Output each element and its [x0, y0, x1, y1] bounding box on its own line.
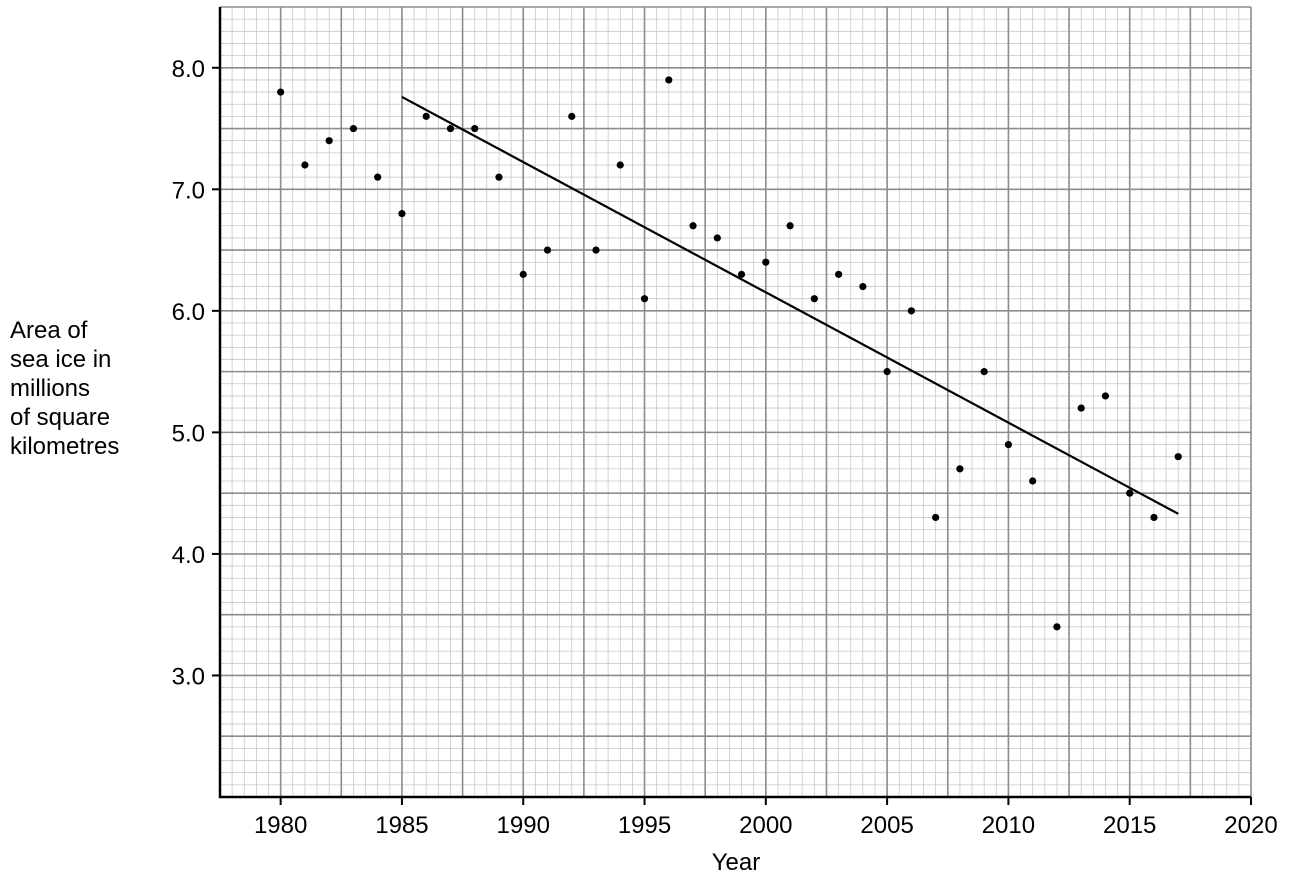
- data-points: [277, 76, 1182, 631]
- data-point: [980, 368, 988, 376]
- data-point: [471, 124, 479, 133]
- y-axis-title-line: kilometres: [10, 433, 120, 460]
- data-point: [495, 173, 503, 181]
- data-point: [1053, 623, 1061, 631]
- x-tick-label: 2010: [982, 812, 1035, 839]
- y-tick-labels: 3.0 4.0 5.0 6.0 7.0 8.0: [172, 56, 205, 691]
- x-tick-label: 2000: [739, 812, 792, 839]
- data-point: [1077, 404, 1085, 412]
- data-point: [640, 295, 649, 303]
- data-point: [277, 88, 285, 96]
- x-tick-label: 1990: [497, 812, 550, 839]
- data-point: [786, 222, 794, 230]
- data-point: [665, 76, 673, 84]
- data-point: [398, 210, 406, 218]
- x-tick-label: 2005: [860, 812, 913, 839]
- data-point: [956, 465, 964, 473]
- data-point: [349, 124, 358, 133]
- y-axis-title-line: sea ice in: [10, 346, 112, 373]
- data-point: [1174, 453, 1182, 461]
- data-point: [519, 270, 527, 278]
- data-point: [835, 270, 843, 278]
- y-axis-title: Area of sea ice in millions of square ki…: [10, 316, 160, 461]
- y-tick-label: 8.0: [172, 56, 205, 83]
- minor-grid: [220, 7, 1251, 797]
- data-point: [1150, 513, 1158, 522]
- data-point: [932, 513, 940, 522]
- data-point: [374, 173, 382, 181]
- axes: [212, 7, 1252, 805]
- data-point: [1004, 440, 1013, 449]
- data-point: [810, 295, 818, 303]
- data-point: [568, 112, 576, 120]
- trend-line: [401, 95, 1179, 515]
- data-point: [543, 246, 552, 254]
- data-point: [325, 137, 333, 145]
- x-tick-labels: 1980 1985 1990 1995 2000 2005 2010 2015 2020: [254, 812, 1278, 839]
- data-point: [907, 307, 915, 315]
- data-point: [1126, 489, 1134, 497]
- trend-line-group: [401, 95, 1179, 515]
- data-point: [446, 124, 455, 133]
- y-tick-label: 4.0: [172, 542, 205, 569]
- data-point: [737, 270, 746, 278]
- data-point: [883, 368, 891, 376]
- y-axis-title-line: millions: [10, 375, 91, 402]
- data-point: [301, 161, 309, 169]
- y-tick-label: 5.0: [172, 420, 205, 447]
- y-tick-label: 6.0: [172, 299, 205, 326]
- x-tick-label: 2015: [1103, 812, 1156, 839]
- data-point: [859, 282, 867, 291]
- data-point: [616, 161, 624, 169]
- data-point: [422, 112, 430, 120]
- x-tick-label: 2020: [1224, 812, 1277, 839]
- x-tick-label: 1995: [618, 812, 671, 839]
- y-tick-label: 3.0: [172, 663, 205, 690]
- data-point: [592, 246, 600, 254]
- y-axis-title-line: Area of: [10, 317, 88, 344]
- y-tick-label: 7.0: [172, 177, 205, 204]
- major-grid: [219, 6, 1252, 798]
- data-point: [713, 234, 721, 242]
- x-tick-label: 1985: [375, 812, 428, 839]
- x-axis-title: Year: [712, 849, 761, 876]
- y-axis-title-line: of square: [10, 404, 111, 431]
- data-point: [689, 222, 697, 230]
- x-tick-label: 1980: [254, 812, 307, 839]
- data-point: [1101, 392, 1110, 400]
- data-point: [762, 258, 770, 266]
- data-point: [1029, 477, 1037, 485]
